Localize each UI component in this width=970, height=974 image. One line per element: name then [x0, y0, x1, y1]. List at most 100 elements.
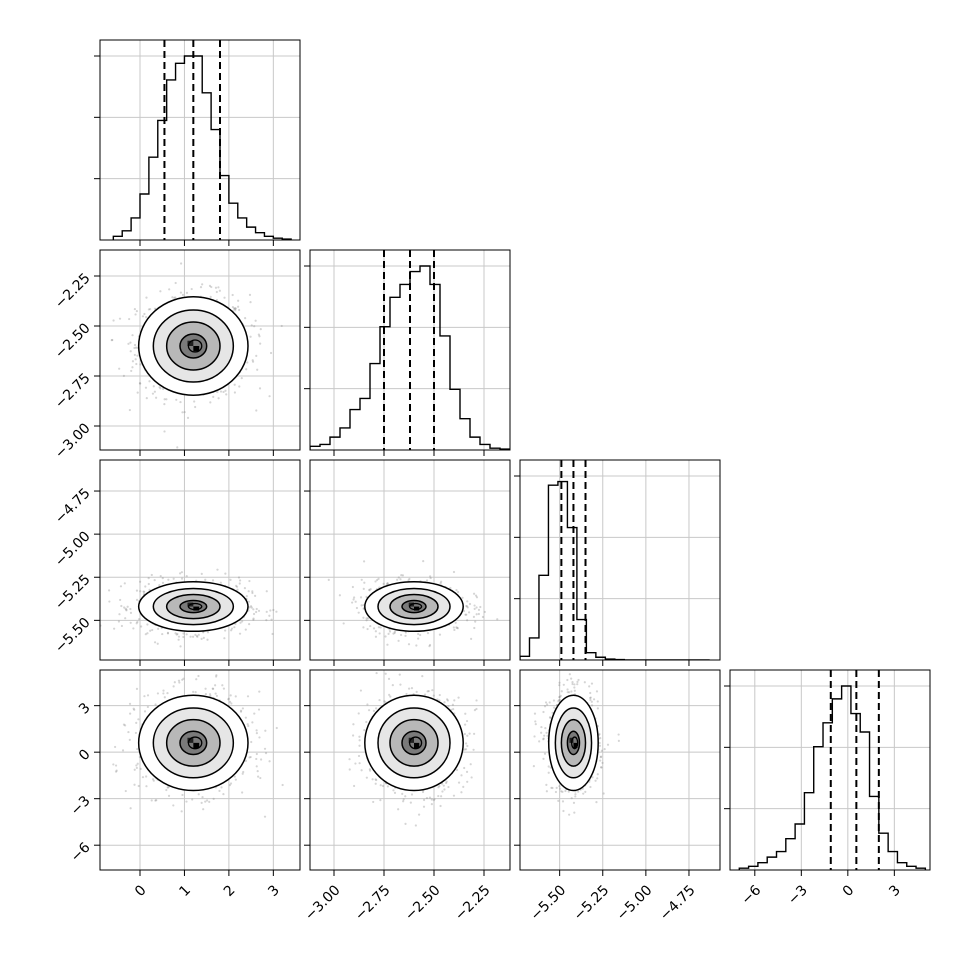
- scatter-point: [439, 694, 441, 696]
- scatter-point: [411, 793, 413, 795]
- scatter-point: [387, 633, 389, 635]
- scatter-point: [206, 639, 208, 641]
- scatter-point: [251, 607, 253, 609]
- scatter-point: [399, 684, 401, 686]
- scatter-point: [129, 608, 131, 610]
- scatter-point: [229, 579, 231, 581]
- scatter-point: [185, 800, 187, 802]
- scatter-point: [210, 286, 212, 288]
- scatter-point: [241, 620, 243, 622]
- scatter-point: [416, 691, 418, 693]
- scatter-point: [237, 300, 239, 302]
- scatter-point: [431, 798, 433, 800]
- scatter-point: [248, 623, 250, 625]
- scatter-point: [182, 632, 184, 634]
- scatter-point: [465, 742, 467, 744]
- scatter-point: [466, 720, 468, 722]
- scatter-point: [593, 698, 595, 700]
- scatter-point: [186, 292, 188, 294]
- scatter-point: [443, 701, 445, 703]
- scatter-point: [127, 731, 129, 733]
- scatter-point: [157, 628, 159, 630]
- scatter-point: [212, 396, 214, 398]
- scatter-point: [134, 769, 136, 771]
- scatter-point: [546, 703, 548, 705]
- scatter-point: [363, 560, 365, 562]
- scatter-point: [225, 393, 227, 395]
- scatter-point: [159, 290, 161, 292]
- scatter-point: [417, 637, 419, 639]
- scatter-point: [601, 762, 603, 764]
- scatter-point: [394, 630, 396, 632]
- scatter-point: [402, 574, 404, 576]
- scatter-point: [130, 612, 132, 614]
- scatter-point: [472, 749, 474, 751]
- scatter-point: [162, 689, 164, 691]
- scatter-point: [376, 579, 378, 581]
- scatter-point: [136, 688, 138, 690]
- scatter-point: [173, 297, 175, 299]
- scatter-point: [204, 801, 206, 803]
- scatter-point: [257, 770, 259, 772]
- scatter-point: [473, 627, 475, 629]
- scatter-point: [438, 785, 440, 787]
- histogram-1: [310, 266, 510, 450]
- scatter-point: [208, 801, 210, 803]
- scatter-point: [130, 370, 132, 372]
- scatter-point: [466, 619, 468, 621]
- scatter-point: [207, 631, 209, 633]
- scatter-point: [397, 808, 399, 810]
- scatter-point: [124, 617, 126, 619]
- scatter-point: [453, 626, 455, 628]
- scatter-point: [134, 313, 136, 315]
- scatter-point: [372, 801, 374, 803]
- scatter-point: [256, 369, 258, 371]
- scatter-point: [422, 560, 424, 562]
- scatter-point: [369, 770, 371, 772]
- scatter-point: [165, 789, 167, 791]
- scatter-point: [373, 710, 375, 712]
- scatter-point: [157, 692, 159, 694]
- scatter-point: [204, 688, 206, 690]
- scatter-point: [241, 791, 243, 793]
- scatter-point: [192, 636, 194, 638]
- scatter-point: [387, 785, 389, 787]
- scatter-point: [111, 339, 113, 341]
- scatter-point: [145, 387, 147, 389]
- scatter-point: [251, 721, 253, 723]
- scatter-point: [441, 790, 443, 792]
- ytick-label-2-1: −5.25: [52, 572, 94, 614]
- scatter-point: [366, 703, 368, 705]
- scatter-point: [178, 681, 180, 683]
- scatter-point: [165, 398, 167, 400]
- scatter-point: [123, 724, 125, 726]
- scatter-point: [251, 324, 253, 326]
- scatter-point: [198, 634, 200, 636]
- scatter-point: [189, 636, 191, 638]
- scatter-point: [108, 589, 110, 591]
- scatter-point: [138, 618, 140, 620]
- xtick-label-0-1: 1: [176, 882, 194, 900]
- panel-2-0: −5.50−5.25−5.00−4.75: [52, 460, 300, 666]
- scatter-point: [191, 288, 193, 290]
- scatter-point: [137, 392, 139, 394]
- panel-content: [328, 560, 499, 647]
- scatter-point: [125, 608, 127, 610]
- scatter-point: [112, 763, 114, 765]
- scatter-point: [176, 446, 178, 448]
- panel-content: [348, 668, 477, 827]
- scatter-point: [392, 633, 394, 635]
- scatter-point: [573, 802, 575, 804]
- xtick-label-1-1: −2.75: [352, 882, 394, 924]
- scatter-point: [144, 585, 146, 587]
- scatter-point: [220, 786, 222, 788]
- scatter-point: [382, 785, 384, 787]
- scatter-point: [179, 645, 181, 647]
- scatter-point: [140, 768, 142, 770]
- scatter-point: [184, 411, 186, 413]
- scatter-point: [361, 769, 363, 771]
- scatter-point: [618, 733, 620, 735]
- scatter-point: [249, 294, 251, 296]
- scatter-point: [457, 591, 459, 593]
- scatter-point: [234, 776, 236, 778]
